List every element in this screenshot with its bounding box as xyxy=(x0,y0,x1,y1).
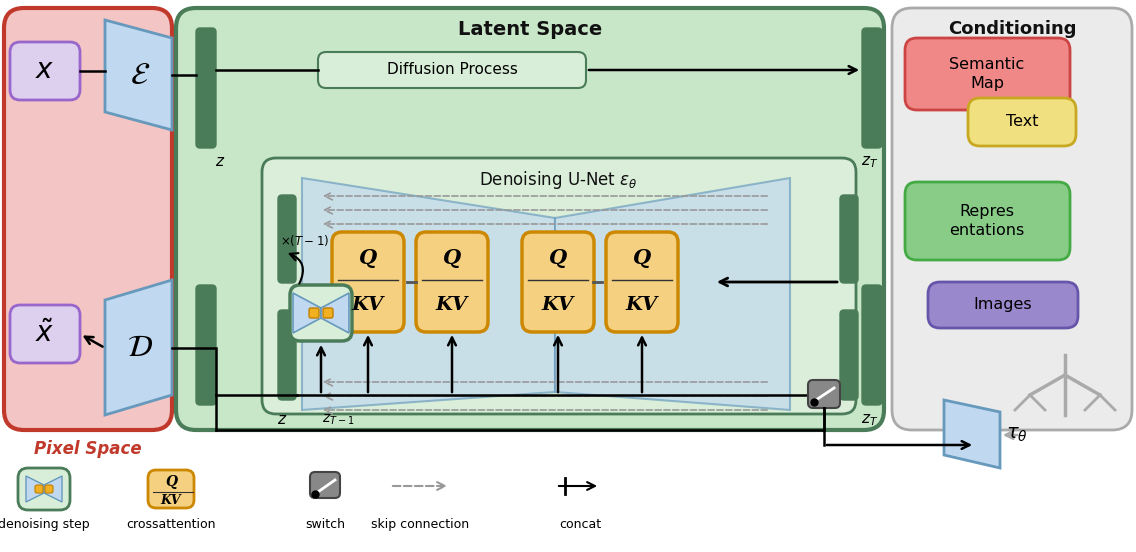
Polygon shape xyxy=(556,178,790,410)
Text: concat: concat xyxy=(559,518,601,531)
FancyBboxPatch shape xyxy=(10,305,80,363)
Text: Text: Text xyxy=(1005,114,1038,130)
FancyBboxPatch shape xyxy=(605,232,678,332)
Text: crossattention: crossattention xyxy=(126,518,216,531)
FancyBboxPatch shape xyxy=(905,38,1070,110)
Text: $z$: $z$ xyxy=(215,155,225,169)
Text: KV: KV xyxy=(160,495,182,507)
FancyBboxPatch shape xyxy=(862,285,882,405)
FancyBboxPatch shape xyxy=(278,310,296,400)
FancyBboxPatch shape xyxy=(840,195,858,283)
FancyBboxPatch shape xyxy=(35,485,43,493)
Text: skip connection: skip connection xyxy=(371,518,469,531)
FancyBboxPatch shape xyxy=(523,232,594,332)
Polygon shape xyxy=(26,476,44,502)
Polygon shape xyxy=(105,280,172,415)
Polygon shape xyxy=(293,293,321,333)
FancyBboxPatch shape xyxy=(197,28,216,148)
FancyBboxPatch shape xyxy=(968,98,1076,146)
Text: $x$: $x$ xyxy=(35,57,55,84)
Text: Latent Space: Latent Space xyxy=(458,20,602,39)
FancyBboxPatch shape xyxy=(197,285,216,405)
FancyBboxPatch shape xyxy=(332,232,404,332)
Text: Diffusion Process: Diffusion Process xyxy=(386,62,517,77)
Polygon shape xyxy=(302,178,556,410)
FancyBboxPatch shape xyxy=(892,8,1131,430)
FancyBboxPatch shape xyxy=(840,310,858,400)
Text: $z_T$: $z_T$ xyxy=(861,154,878,170)
Text: Semantic
Map: Semantic Map xyxy=(950,57,1025,91)
FancyBboxPatch shape xyxy=(10,42,80,100)
FancyBboxPatch shape xyxy=(416,232,488,332)
Text: $\mathcal{E}$: $\mathcal{E}$ xyxy=(130,60,150,91)
Polygon shape xyxy=(44,476,62,502)
Text: Pixel Space: Pixel Space xyxy=(34,440,142,458)
FancyBboxPatch shape xyxy=(262,158,857,414)
Text: Denoising U-Net $\epsilon_\theta$: Denoising U-Net $\epsilon_\theta$ xyxy=(478,169,637,191)
Text: $\times(T-1)$: $\times(T-1)$ xyxy=(279,232,329,247)
Polygon shape xyxy=(105,20,172,130)
FancyBboxPatch shape xyxy=(290,285,352,341)
Text: Q: Q xyxy=(359,248,377,268)
Text: $z$: $z$ xyxy=(277,413,287,427)
Text: $\mathcal{D}$: $\mathcal{D}$ xyxy=(127,332,153,363)
FancyBboxPatch shape xyxy=(5,8,172,430)
FancyBboxPatch shape xyxy=(323,308,333,318)
Text: Q: Q xyxy=(443,248,461,268)
FancyBboxPatch shape xyxy=(318,52,586,88)
Polygon shape xyxy=(944,400,1000,468)
FancyBboxPatch shape xyxy=(310,472,340,498)
FancyBboxPatch shape xyxy=(278,195,296,283)
Polygon shape xyxy=(321,293,349,333)
FancyBboxPatch shape xyxy=(862,28,882,148)
Text: $\tau_\theta$: $\tau_\theta$ xyxy=(1006,426,1028,444)
Text: Conditioning: Conditioning xyxy=(947,20,1076,38)
FancyBboxPatch shape xyxy=(176,8,884,430)
FancyBboxPatch shape xyxy=(905,182,1070,260)
FancyBboxPatch shape xyxy=(808,380,840,408)
Text: KV: KV xyxy=(542,296,574,314)
Text: Images: Images xyxy=(974,298,1033,312)
Text: KV: KV xyxy=(626,296,658,314)
FancyBboxPatch shape xyxy=(18,468,70,510)
Text: $\tilde{x}$: $\tilde{x}$ xyxy=(35,320,55,348)
Text: Q: Q xyxy=(165,475,177,489)
Text: Q: Q xyxy=(549,248,567,268)
Text: Q: Q xyxy=(633,248,651,268)
Text: KV: KV xyxy=(352,296,384,314)
FancyBboxPatch shape xyxy=(309,308,319,318)
FancyBboxPatch shape xyxy=(45,485,53,493)
Text: $z_{T-1}$: $z_{T-1}$ xyxy=(321,413,354,427)
Text: KV: KV xyxy=(436,296,468,314)
FancyBboxPatch shape xyxy=(928,282,1078,328)
Text: $z_T$: $z_T$ xyxy=(861,412,878,428)
Text: switch: switch xyxy=(304,518,345,531)
FancyBboxPatch shape xyxy=(148,470,194,508)
Text: Repres
entations: Repres entations xyxy=(950,204,1025,238)
Text: denoising step: denoising step xyxy=(0,518,90,531)
